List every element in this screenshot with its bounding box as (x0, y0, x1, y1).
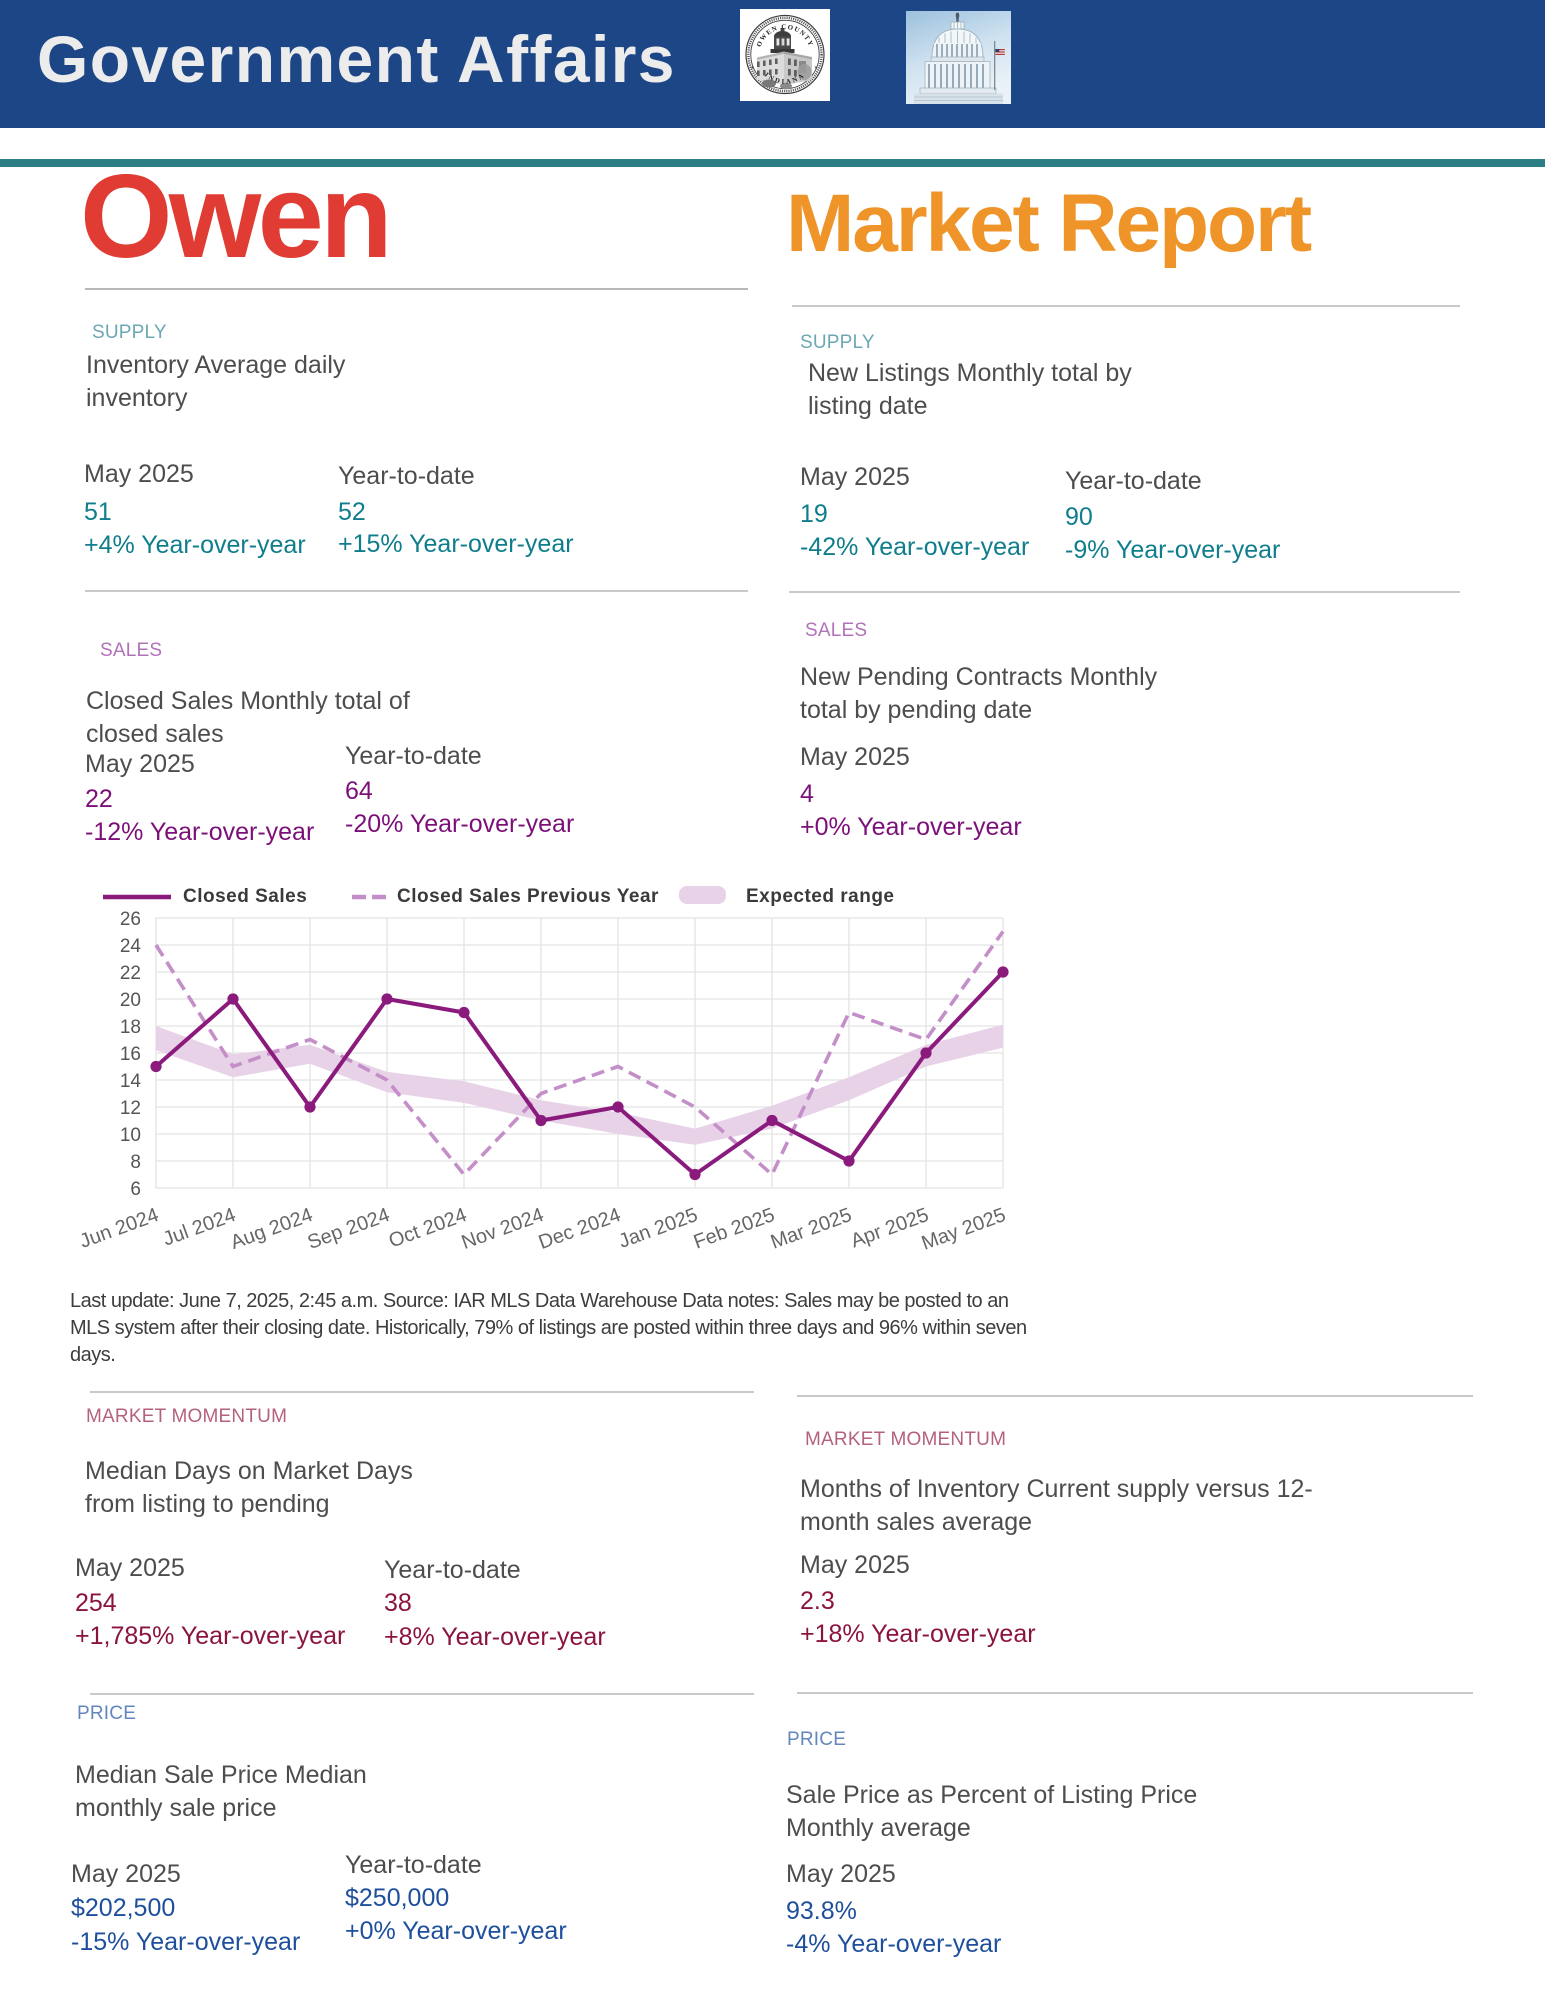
svg-text:Jul 2024: Jul 2024 (160, 1204, 239, 1251)
svg-text:Feb 2025: Feb 2025 (691, 1204, 778, 1254)
svg-text:20: 20 (120, 990, 141, 1011)
svg-text:Closed Sales: Closed Sales (183, 886, 307, 907)
svg-text:24: 24 (120, 936, 142, 957)
svg-text:10: 10 (120, 1125, 141, 1146)
svg-text:22: 22 (120, 963, 141, 984)
svg-text:Closed Sales Previous Year: Closed Sales Previous Year (397, 886, 659, 907)
svg-text:14: 14 (120, 1071, 142, 1092)
svg-text:18: 18 (120, 1017, 141, 1038)
svg-text:Sep 2024: Sep 2024 (305, 1204, 393, 1254)
svg-text:*: * (751, 66, 754, 73)
svg-text:26: 26 (120, 909, 141, 930)
svg-text:6: 6 (130, 1179, 141, 1200)
svg-text:16: 16 (120, 1044, 141, 1065)
svg-text:Jan 2025: Jan 2025 (616, 1204, 701, 1253)
svg-text:Jun 2024: Jun 2024 (77, 1204, 162, 1253)
svg-text:Mar 2025: Mar 2025 (768, 1204, 855, 1254)
svg-text:Dec 2024: Dec 2024 (536, 1204, 624, 1254)
svg-text:Nov 2024: Nov 2024 (459, 1204, 547, 1254)
svg-text:Expected range: Expected range (746, 886, 895, 907)
svg-text:Aug 2024: Aug 2024 (228, 1204, 316, 1254)
svg-text:*: * (815, 66, 818, 73)
svg-text:12: 12 (120, 1098, 141, 1119)
svg-text:Oct 2024: Oct 2024 (386, 1204, 470, 1252)
svg-text:8: 8 (130, 1152, 141, 1173)
svg-text:May 2025: May 2025 (919, 1204, 1009, 1255)
svg-text:Apr 2025: Apr 2025 (848, 1204, 932, 1252)
